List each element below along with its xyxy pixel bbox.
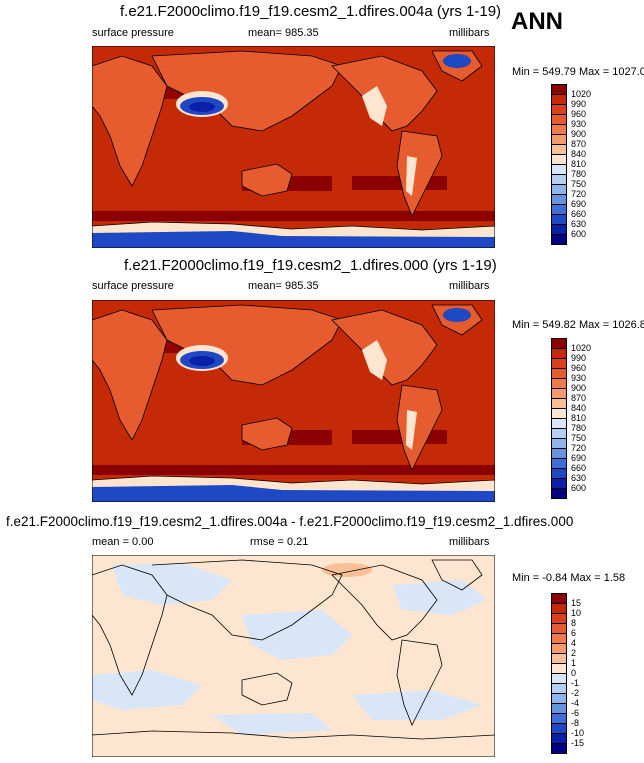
panel1-title: f.e21.F2000climo.f19_f19.cesm2_1.dfires.…	[120, 3, 502, 20]
colorbar-swatch	[551, 743, 567, 754]
colorbar-label: 720	[571, 443, 587, 453]
colorbar-label: 960	[571, 109, 587, 119]
panel3-units: millibars	[449, 536, 490, 548]
colorbar-label: 10	[571, 608, 582, 618]
panel3-rmse: rmse = 0.21	[250, 536, 309, 548]
colorbar-label: 810	[571, 159, 587, 169]
panel3-title: f.e21.F2000climo.f19_f19.cesm2_1.dfires.…	[6, 514, 574, 529]
colorbar-label: 6	[571, 628, 577, 638]
season-label: ANN	[511, 8, 563, 35]
colorbar-label: 690	[571, 453, 587, 463]
panel1-map-svg	[92, 46, 495, 248]
colorbar-label: 600	[571, 483, 587, 493]
panel3-minmax: Min = -0.84 Max = 1.58	[512, 572, 626, 584]
panel2-map-svg	[92, 300, 495, 502]
panel2-units: millibars	[449, 280, 490, 292]
colorbar-label: 660	[571, 463, 587, 473]
colorbar-label: 780	[571, 169, 587, 179]
colorbar-label: 870	[571, 393, 587, 403]
colorbar-label: 930	[571, 119, 587, 129]
colorbar-label: -6	[571, 708, 580, 718]
panel1-units: millibars	[449, 27, 490, 39]
colorbar-label: -2	[571, 688, 580, 698]
colorbar-label: 690	[571, 199, 587, 209]
colorbar-label: 750	[571, 179, 587, 189]
colorbar-swatch	[551, 488, 567, 499]
colorbar-label: 960	[571, 363, 587, 373]
colorbar-label: 990	[571, 99, 587, 109]
colorbar-label: -4	[571, 698, 580, 708]
colorbar-label: 990	[571, 353, 587, 363]
colorbar-label: -8	[571, 718, 580, 728]
colorbar-label: 720	[571, 189, 587, 199]
colorbar-label: 780	[571, 423, 587, 433]
colorbar-label: 8	[571, 618, 577, 628]
panel3-map-svg	[92, 555, 495, 757]
colorbar-label: 1020	[571, 89, 592, 99]
colorbar-label: 630	[571, 219, 587, 229]
colorbar-label: 900	[571, 383, 587, 393]
panel2-variable-label: surface pressure	[92, 280, 174, 292]
colorbar-swatch	[551, 234, 567, 245]
colorbar-label: -15	[571, 738, 585, 748]
panel1-map	[92, 46, 495, 248]
panel2-map	[92, 300, 495, 502]
colorbar-label: 2	[571, 648, 577, 658]
panel1-colorbar: 1020 990 960 930 900 870 840 810 780 750 720 690 660…	[551, 84, 601, 245]
colorbar-label: 840	[571, 403, 587, 413]
panel2-colorbar: 1020 990 960 930 900 870 840 810 780 750 720 690 660…	[551, 338, 601, 499]
colorbar-label: 660	[571, 209, 587, 219]
panel1-variable-label: surface pressure	[92, 27, 174, 39]
colorbar-label: 840	[571, 149, 587, 159]
panel1-mean: mean= 985.35	[248, 27, 319, 39]
colorbar-label: 750	[571, 433, 587, 443]
colorbar-label: 1	[571, 658, 577, 668]
panel3-mean: mean = 0.00	[92, 536, 154, 548]
colorbar-label: 900	[571, 129, 587, 139]
colorbar-label: -1	[571, 678, 580, 688]
colorbar-label: 4	[571, 638, 577, 648]
colorbar-label: 0	[571, 668, 577, 678]
colorbar-label: 870	[571, 139, 587, 149]
colorbar-label: 810	[571, 413, 587, 423]
colorbar-label: -10	[571, 728, 585, 738]
colorbar-label: 630	[571, 473, 587, 483]
panel2-title: f.e21.F2000climo.f19_f19.cesm2_1.dfires.…	[124, 257, 497, 274]
panel2-minmax: Min = 549.82 Max = 1026.87	[512, 319, 644, 331]
panel1-minmax: Min = 549.79 Max = 1027.07	[512, 66, 644, 78]
colorbar-label: 1020	[571, 343, 592, 353]
colorbar-label: 15	[571, 598, 582, 608]
panel3-colorbar: 15 10 8 6 4 2 1 0 -1 -2 -4 -6 -8 -10 -15	[551, 593, 601, 754]
colorbar-label: 930	[571, 373, 587, 383]
panel2-mean: mean= 985.35	[248, 280, 319, 292]
panel3-map	[92, 555, 495, 757]
colorbar-label: 600	[571, 229, 587, 239]
